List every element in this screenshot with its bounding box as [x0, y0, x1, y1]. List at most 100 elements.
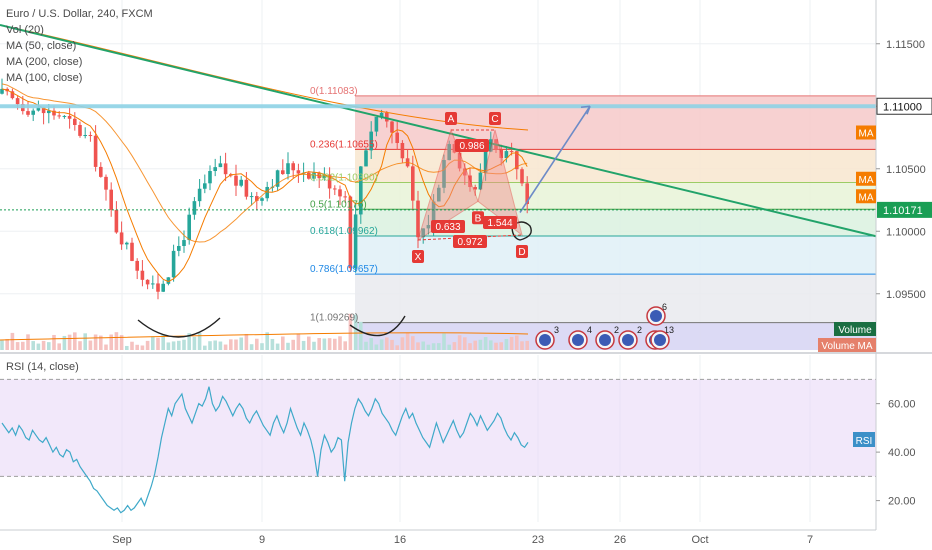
rsi-line [1, 386, 529, 514]
time-axis: Sep 9 16 23 26 Oct 7 [0, 529, 876, 546]
candle-body [166, 277, 171, 284]
candle-body [114, 209, 119, 233]
ma100-legend[interactable]: MA (100, close) [6, 72, 83, 84]
volume-bar [187, 333, 191, 350]
fib-label: 0.236(1.10655) [310, 139, 378, 150]
price-tags: Volume Volume MA 1.11000 1.10171 MA MA MA RSI [0, 97, 932, 447]
ma50-legend[interactable]: MA (50, close) [6, 40, 77, 52]
volume-bar [161, 334, 165, 350]
volume-bar [223, 344, 228, 350]
candle-body [255, 196, 259, 201]
rsi-tag [853, 432, 875, 447]
volume-bar [426, 344, 431, 350]
volume-bar [229, 339, 233, 350]
candle-body [322, 174, 327, 179]
rsi-legend[interactable]: RSI (14, close) [6, 361, 79, 373]
candle-body [509, 151, 514, 153]
volume-bar [301, 340, 306, 350]
volume-bar [99, 335, 103, 350]
rsi-tick-label: 40.00 [888, 447, 916, 459]
ma-tag [856, 125, 876, 140]
candle-body [57, 115, 61, 117]
fibonacci-labels: 0(1.11083) 0.236(1.10655) 0.382(1.10390) 0.… [310, 86, 378, 324]
candle-body [520, 169, 524, 184]
volume-bar [338, 336, 342, 350]
candle-body [83, 135, 87, 137]
candle-body [385, 112, 389, 122]
candle-body [348, 196, 353, 269]
volume-bar [296, 333, 301, 350]
volume-bar [41, 340, 46, 350]
volume-bar [140, 345, 145, 350]
pattern-ratio-label: 0.633 [435, 222, 460, 233]
ma-tag [856, 171, 876, 186]
candle-body [390, 121, 394, 133]
xabcd-pattern[interactable]: X A B C D 0.633 0.986 1.544 0.972 [412, 112, 528, 263]
candle-body [145, 279, 150, 285]
volume-bar [457, 335, 462, 350]
candle-body [379, 112, 384, 117]
fib-zone-below [355, 322, 876, 350]
volume-bar [57, 343, 61, 350]
candle-body [426, 225, 431, 229]
time-tick-label: 23 [532, 534, 544, 546]
candle-body [36, 107, 41, 111]
volume-bar [125, 345, 129, 350]
candle-body [411, 166, 415, 201]
candle-body [130, 242, 134, 261]
fib-label: 0.382(1.10390) [310, 173, 378, 184]
pattern-point-badge [516, 245, 528, 258]
candle-body [52, 110, 56, 116]
candle-body [468, 175, 472, 188]
pattern-point-badge [445, 112, 457, 125]
candle-body [171, 250, 176, 278]
candle-body [213, 167, 217, 172]
trendline [0, 24, 877, 238]
drawing-tools[interactable] [0, 24, 877, 338]
ma-tag-label: MA [859, 175, 874, 186]
volume-bar [468, 343, 472, 350]
candle-body [31, 110, 35, 115]
volume-bar [286, 342, 290, 350]
candle-body [88, 135, 93, 137]
pattern-ratio-badge [453, 235, 487, 248]
candle-body [504, 151, 509, 158]
volume-ma-tag-label: Volume MA [821, 341, 872, 352]
fib-zone [355, 236, 876, 275]
price-tag-resistance [876, 97, 932, 115]
volume-bar [36, 343, 41, 350]
candle-body [203, 183, 207, 189]
volume-bar [359, 321, 363, 350]
fib-label: 0.618(1.09962) [310, 226, 378, 237]
volume-bars [0, 313, 529, 350]
volume-tag [834, 322, 876, 336]
fib-zone [355, 149, 876, 183]
candle-body [125, 242, 129, 245]
volume-bar [291, 339, 295, 350]
volume-bar [177, 340, 181, 350]
candle-body [119, 232, 124, 245]
volume-bar [509, 336, 514, 350]
candle-body [218, 163, 223, 168]
volume-bar [281, 336, 285, 350]
candle-body [431, 201, 436, 226]
candle-body [26, 111, 30, 115]
ma200-legend[interactable]: MA (200, close) [6, 56, 83, 68]
symbol-title[interactable]: Euro / U.S. Dollar, 240, FXCM [6, 8, 153, 20]
volume-bar [10, 332, 15, 350]
time-tick-label: 16 [394, 534, 406, 546]
volume-bar [109, 334, 113, 350]
volume-bar [244, 333, 249, 350]
volume-bar [156, 337, 160, 350]
candle-body [93, 135, 98, 167]
volume-bar [364, 341, 368, 350]
event-flag-globe [622, 334, 634, 346]
volume-bar [374, 344, 379, 350]
economic-events[interactable]: 3 4 2 2 1 36 [535, 302, 674, 350]
pattern-point-label: D [518, 247, 525, 258]
vol-legend[interactable]: Vol (20) [6, 24, 44, 36]
price-tag-current [877, 201, 932, 218]
volume-bar [73, 332, 77, 350]
volume-bar [166, 342, 171, 350]
